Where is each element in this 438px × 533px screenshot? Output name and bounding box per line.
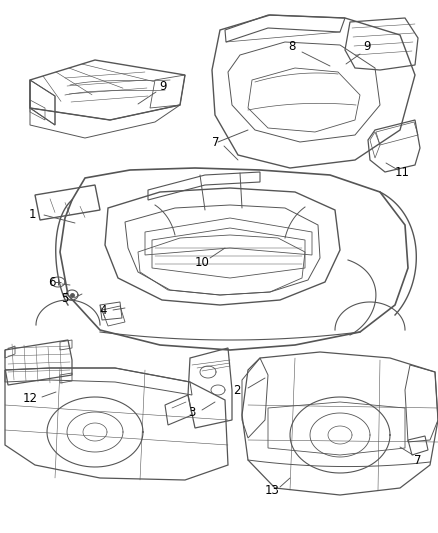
Text: 3: 3 [188, 406, 196, 418]
Text: 8: 8 [288, 41, 296, 53]
Text: 2: 2 [233, 384, 241, 397]
Text: 10: 10 [194, 255, 209, 269]
Text: 9: 9 [363, 41, 371, 53]
Text: 1: 1 [28, 208, 36, 222]
Text: 11: 11 [395, 166, 410, 179]
Text: 7: 7 [414, 454, 422, 466]
Text: 12: 12 [22, 392, 38, 405]
Text: 4: 4 [99, 303, 107, 317]
Text: 7: 7 [212, 135, 220, 149]
Text: 9: 9 [159, 80, 167, 93]
Text: 5: 5 [61, 292, 69, 304]
Text: 6: 6 [48, 277, 56, 289]
Text: 13: 13 [265, 483, 279, 497]
